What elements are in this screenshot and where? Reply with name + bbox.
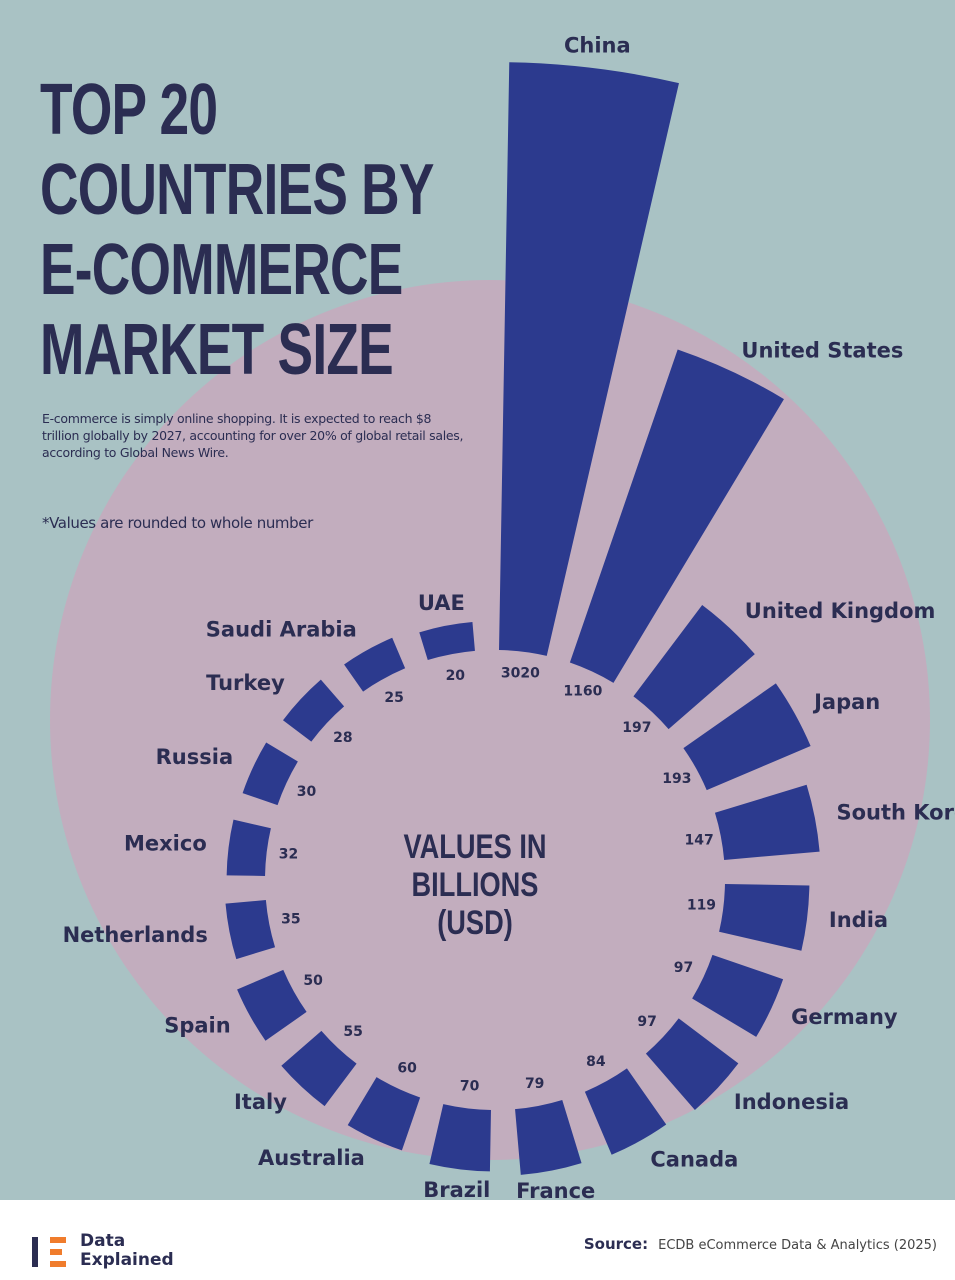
bar (584, 1068, 667, 1155)
value-label: 20 (446, 668, 466, 684)
bar (419, 622, 475, 661)
value-label: 84 (586, 1054, 606, 1070)
bar (645, 1018, 739, 1110)
subtitle: E-commerce is simply online shopping. It… (42, 411, 464, 460)
category-label: Canada (650, 1147, 738, 1171)
bar (225, 900, 276, 960)
bar (633, 605, 755, 730)
bar (237, 969, 307, 1041)
bar (283, 679, 345, 742)
category-label: Indonesia (734, 1090, 849, 1114)
source-text: ECDB eCommerce Data & Analytics (2025) (658, 1238, 937, 1253)
bar (515, 1099, 582, 1175)
bar (714, 784, 820, 860)
category-label: China (564, 33, 631, 57)
bar (719, 884, 810, 951)
note: *Values are rounded to whole number (42, 514, 313, 532)
bar (429, 1104, 491, 1172)
category-label: Italy (234, 1090, 287, 1114)
category-label: Mexico (124, 832, 207, 856)
bar (569, 349, 784, 683)
bar (226, 819, 271, 876)
category-label: France (516, 1179, 595, 1200)
value-label: 35 (281, 912, 300, 928)
bar (242, 742, 298, 806)
bar (281, 1030, 357, 1107)
value-label: 197 (622, 720, 651, 736)
logo-bar (50, 1237, 66, 1243)
value-label: 193 (662, 771, 691, 787)
bar (499, 62, 679, 656)
logo (32, 1237, 66, 1267)
bar (347, 1077, 421, 1151)
logo-bar (50, 1261, 66, 1267)
source: Source: ECDB eCommerce Data & Analytics (… (584, 1235, 937, 1253)
value-label: 55 (343, 1024, 362, 1040)
bar (692, 954, 784, 1037)
category-label: United Kingdom (745, 599, 936, 623)
value-label: 25 (384, 690, 403, 706)
source-label: Source: (583, 1235, 649, 1253)
value-label: 119 (687, 897, 716, 913)
center-label: VALUES IN BILLIONS (USD) (403, 828, 547, 942)
value-label: 28 (333, 730, 352, 746)
value-label: 32 (279, 847, 298, 863)
value-label: 50 (303, 973, 323, 989)
category-label: Spain (164, 1014, 230, 1038)
bar (683, 683, 811, 791)
brand: Data Explained (80, 1231, 174, 1270)
category-label: Brazil (423, 1178, 490, 1200)
category-label: UAE (418, 591, 465, 615)
value-label: 1160 (563, 683, 602, 699)
bar (344, 637, 406, 692)
category-label: Japan (812, 690, 880, 714)
value-label: 3020 (501, 666, 540, 682)
category-label: India (829, 908, 888, 932)
value-label: 79 (525, 1076, 544, 1092)
value-label: 60 (397, 1061, 417, 1077)
logo-bar (32, 1237, 38, 1267)
chart-title: TOP 20 COUNTRIES BY E-COMMERCE MARKET SI… (40, 70, 433, 390)
category-label: Russia (156, 745, 234, 769)
value-label: 30 (297, 784, 317, 800)
category-label: Netherlands (63, 923, 208, 947)
category-label: Saudi Arabia (206, 618, 357, 642)
category-label: Turkey (206, 671, 285, 695)
value-label: 70 (460, 1078, 480, 1094)
value-label: 97 (637, 1014, 656, 1030)
value-label: 147 (685, 832, 714, 848)
category-label: Germany (791, 1005, 898, 1029)
category-label: United States (741, 339, 903, 363)
category-label: South Korea (836, 801, 955, 825)
value-label: 97 (674, 960, 693, 976)
logo-bar (50, 1249, 62, 1255)
category-label: Australia (258, 1146, 365, 1170)
